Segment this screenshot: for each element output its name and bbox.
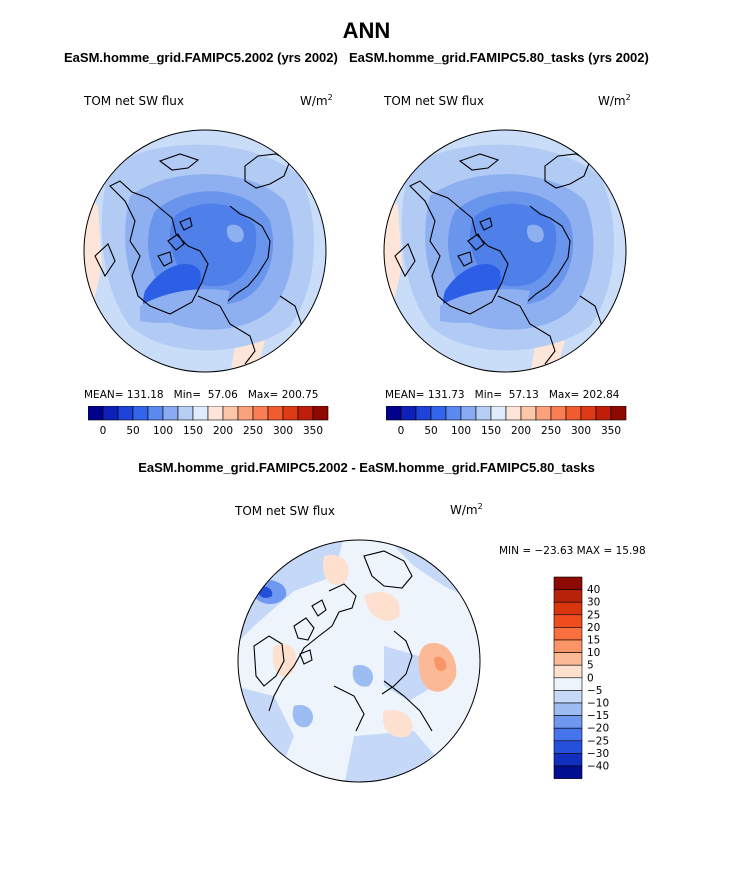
panel2-colorbar-tick-label: 0 [398,425,405,437]
diff-colorbar-box [553,740,583,754]
panel1-colorbar-tick-label: 200 [213,425,233,437]
diff-colorbar-box [553,627,583,641]
diff-colorbar-box [553,652,583,666]
panel1-colorbar-box [312,406,329,421]
panel2-colorbar-box [505,406,522,421]
panel1-colorbar-tick-label: 50 [126,425,139,437]
panel2-colorbar-box [610,406,627,421]
diff-colorbar-tick-label: −15 [587,710,609,722]
panel1-colorbar-box [132,406,149,421]
diff-colorbar-tick-label: −25 [587,735,609,747]
diff-variable-label: TOM net SW flux [235,504,336,518]
panel1-colorbar-box [192,406,209,421]
panel2-colorbar-box [430,406,447,421]
diff-colorbar-box [553,690,583,704]
diff-colorbar-tick-label: −5 [587,685,602,697]
panel1-colorbar-box [297,406,314,421]
panel2-colorbar-box [475,406,492,421]
diff-colorbar-box [553,601,583,616]
diff-colorbar-box [553,727,583,742]
panel1-units-label: W/m2 [300,93,333,108]
diff-colorbar-box [553,677,583,691]
diff-colorbar-tick-label: −40 [587,761,609,773]
panel1-colorbar-box [162,406,179,421]
diff-colorbar-box [553,765,583,779]
panel2-colorbar-tick-label: 250 [541,425,561,437]
diff-colorbar-tick-label: 15 [587,635,600,647]
panel1-colorbar-box [267,406,284,421]
diff-title: EaSM.homme_grid.FAMIPC5.2002 - EaSM.homm… [138,460,595,475]
diff-colorbar-box [553,753,583,767]
panel1-colorbar-tick-label: 300 [273,425,293,437]
panel2-colorbar-tick-label: 50 [424,425,437,437]
diff-polar-map [237,539,481,783]
diff-units-label: W/m2 [450,502,483,517]
diff-colorbar-tick-label: −10 [587,698,609,710]
panel2-colorbar-box [400,406,417,421]
panel1-colorbar-tick-label: 0 [100,425,107,437]
panel2-colorbar-box [565,406,582,421]
panel2-polar-map [383,129,627,373]
panel2-colorbar-box [535,406,552,421]
panel2-colorbar-box [520,406,537,421]
panel1-colorbar-box [117,406,134,421]
diff-colorbar-box [553,639,583,653]
panel2-colorbar-box [490,406,507,421]
panel1-variable-label: TOM net SW flux [84,94,185,108]
panel1-colorbar-tick-label: 150 [183,425,203,437]
panel1-colorbar-box [207,406,224,421]
diff-colorbar-tick-label: 40 [587,584,600,596]
panel1-colorbar: 0 50 100 150 200 250 300 350 [88,406,329,437]
panel1-colorbar-box [252,406,269,421]
panel1-colorbar-box [222,406,239,421]
panel2-colorbar-box [460,406,477,421]
panel1-colorbar-box [147,406,164,421]
diff-colorbar-tick-label: −30 [587,748,609,760]
diff-colorbar-box [553,715,583,729]
panel1-title: EaSM.homme_grid.FAMIPC5.2002 (yrs 2002) [64,50,338,65]
panel1-colorbar-tick-label: 100 [153,425,173,437]
panel2-colorbar-tick-label: 200 [511,425,531,437]
diff-colorbar-tick-label: 0 [587,672,594,684]
panel2-colorbar-tick-label: 150 [481,425,501,437]
panel2-colorbar: 0 50 100 150 200 250 300 350 [386,406,627,437]
diff-colorbar-box [553,702,583,716]
panel2-colorbar-box [595,406,612,421]
panel2-colorbar-tick-label: 100 [451,425,471,437]
panel2-stats: MEAN= 131.73 Min= 57.13 Max= 202.84 [385,389,620,401]
panel2-colorbar-box [580,406,597,421]
panel2-colorbar-tick-label: 300 [571,425,591,437]
diff-colorbar-box [553,576,583,590]
panel1-colorbar-box [88,406,104,421]
panel2-colorbar-box [415,406,432,421]
panel2-colorbar-box [386,406,402,421]
panel2-title: EaSM.homme_grid.FAMIPC5.80_tasks (yrs 20… [349,50,649,65]
diff-colorbar-tick-label: 10 [587,647,600,659]
panel1-stats: MEAN= 131.18 Min= 57.06 Max= 200.75 [84,389,319,401]
diff-colorbar-box [553,589,583,603]
panel2-variable-label: TOM net SW flux [384,94,485,108]
diff-colorbar-tick-label: 5 [587,660,594,672]
panel1-colorbar-box [177,406,194,421]
panel1-colorbar-box [282,406,299,421]
panel1-colorbar-box [102,406,119,421]
diff-colorbar-tick-label: −20 [587,723,609,735]
panel1-colorbar-tick-label: 350 [303,425,323,437]
diff-colorbar-box [553,614,583,628]
panel2-colorbar-box [550,406,567,421]
diff-minmax: MIN = −23.63 MAX = 15.98 [499,545,646,557]
panel1-colorbar-box [237,406,254,421]
diff-colorbar-box [553,664,583,679]
panel2-units-label: W/m2 [598,93,631,108]
panel1-colorbar-tick-label: 250 [243,425,263,437]
diff-colorbar-tick-label: 30 [587,597,600,609]
panel2-colorbar-box [445,406,462,421]
panel1-polar-map [83,129,327,373]
panel2-colorbar-tick-label: 350 [601,425,621,437]
diff-colorbar-tick-label: 25 [587,609,600,621]
figure-title: ANN [342,18,391,43]
diff-colorbar-tick-label: 20 [587,622,600,634]
